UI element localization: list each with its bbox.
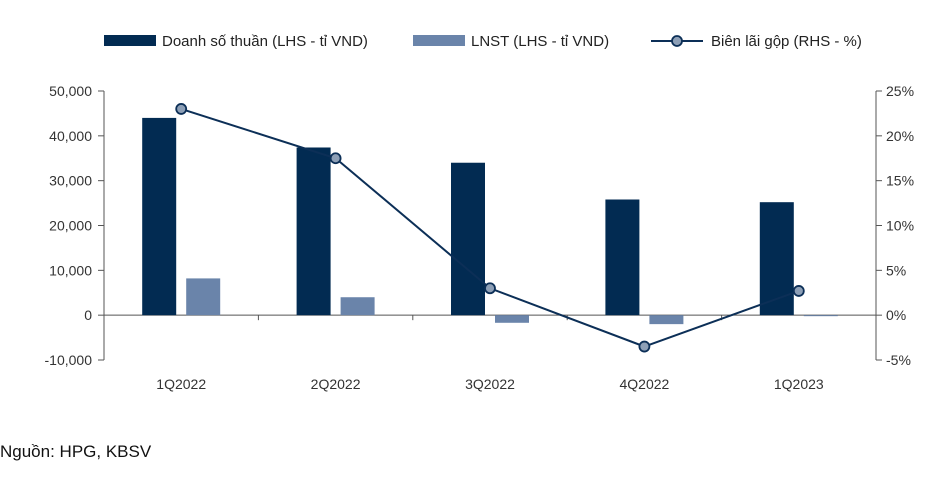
- margin-point: [484, 282, 496, 295]
- right-tick-label: 0%: [886, 307, 906, 323]
- revenue-bar: [451, 162, 485, 316]
- legend-label: Biên lãi gộp (RHS - %): [711, 33, 862, 50]
- right-tick-label: 10%: [886, 218, 914, 234]
- right-tick-label: 5%: [886, 262, 906, 278]
- x-tick-label: 2Q2022: [311, 376, 361, 392]
- right-tick-label: -5%: [886, 352, 911, 368]
- right-tick-label: 25%: [886, 83, 914, 99]
- legend-label: LNST (LHS - tỉ VND): [471, 33, 609, 50]
- revenue-bar: [605, 199, 640, 316]
- left-tick-label: 50,000: [49, 83, 92, 99]
- x-tick-label: 4Q2022: [619, 376, 669, 392]
- legend-marker: [671, 35, 683, 47]
- margin-line: [180, 107, 800, 348]
- profit-bar: [803, 315, 838, 317]
- legend-swatch: [413, 35, 465, 46]
- margin-point: [175, 103, 188, 115]
- left-tick-label: -10,000: [45, 352, 93, 368]
- chart: -10,000 0 10,000 20,000 30,000 40,000 50,000 -5…: [45, 33, 915, 392]
- margin-point: [792, 285, 805, 297]
- x-tick-label: 1Q2023: [774, 376, 824, 392]
- legend-label: Doanh số thuần (LHS - tỉ VND): [162, 33, 368, 50]
- legend-swatch: [104, 35, 156, 46]
- left-tick-label: 30,000: [49, 173, 92, 189]
- right-tick-label: 20%: [886, 128, 914, 144]
- left-tick-label: 0: [84, 307, 92, 323]
- left-tick-label: 40,000: [49, 128, 92, 144]
- margin-point: [329, 152, 342, 165]
- profit-bar: [649, 315, 684, 325]
- left-tick-label: 20,000: [49, 218, 92, 234]
- right-tick-label: 15%: [886, 173, 914, 189]
- margin-point: [638, 340, 651, 353]
- profit-bar: [495, 315, 529, 323]
- revenue-bar: [759, 202, 794, 316]
- profit-bar: [186, 278, 221, 316]
- revenue-bar: [142, 117, 177, 316]
- source-note: Nguồn: HPG, KBSV: [0, 442, 152, 461]
- revenue-bar: [296, 147, 331, 316]
- profit-bar: [340, 297, 375, 316]
- x-tick-label: 3Q2022: [465, 376, 515, 392]
- left-tick-label: 10,000: [49, 262, 92, 278]
- x-tick-label: 1Q2022: [156, 376, 206, 392]
